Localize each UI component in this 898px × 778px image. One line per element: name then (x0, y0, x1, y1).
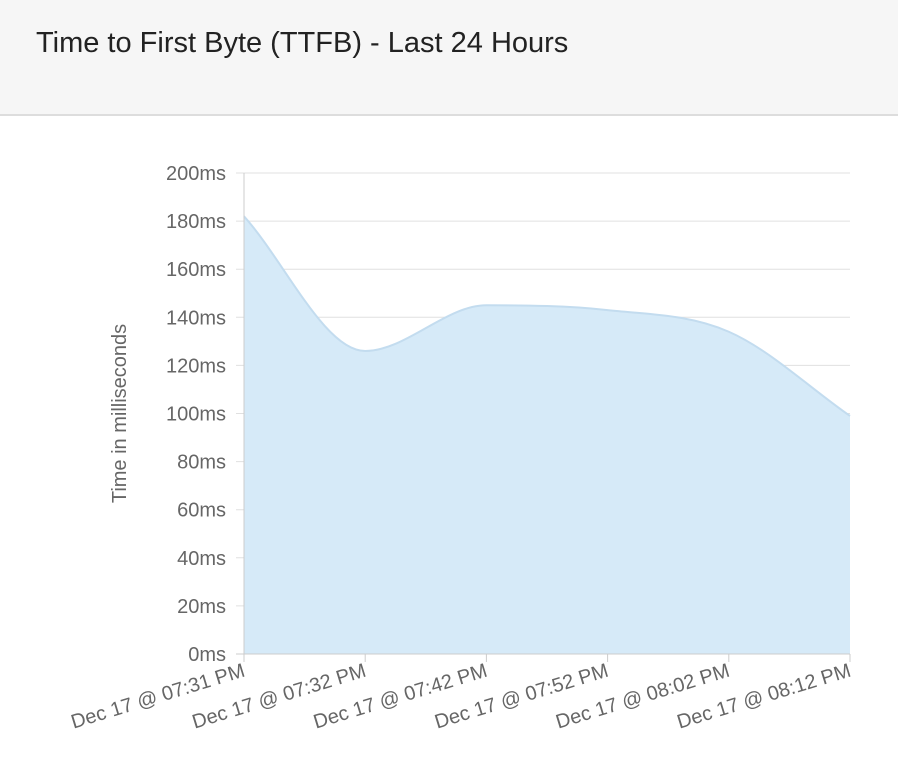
y-tick-label: 20ms (177, 596, 226, 618)
y-tick-label: 80ms (177, 452, 226, 474)
y-tick-label: 120ms (166, 355, 226, 377)
y-tick-label: 40ms (177, 548, 226, 570)
y-tick-label: 200ms (166, 163, 226, 185)
axes (236, 173, 851, 662)
y-tick-label: 160ms (166, 259, 226, 281)
y-axis-title: Time in milliseconds (109, 324, 131, 503)
y-tick-label: 100ms (166, 404, 226, 426)
area-fill (244, 216, 850, 655)
y-tick-label: 140ms (166, 307, 226, 329)
panel-header: Time to First Byte (TTFB) - Last 24 Hour… (0, 0, 898, 116)
y-axis-ticks: 0ms 20ms 40ms 60ms 80ms 100ms 120ms 140ms 160ms 1… (166, 163, 226, 666)
y-tick-label: 60ms (177, 500, 226, 522)
area-series (243, 215, 851, 655)
y-tick-label: 180ms (166, 211, 226, 233)
panel-title: Time to First Byte (TTFB) - Last 24 Hour… (36, 27, 569, 59)
y-tick-label: 0ms (188, 644, 226, 666)
area-line (243, 215, 851, 417)
